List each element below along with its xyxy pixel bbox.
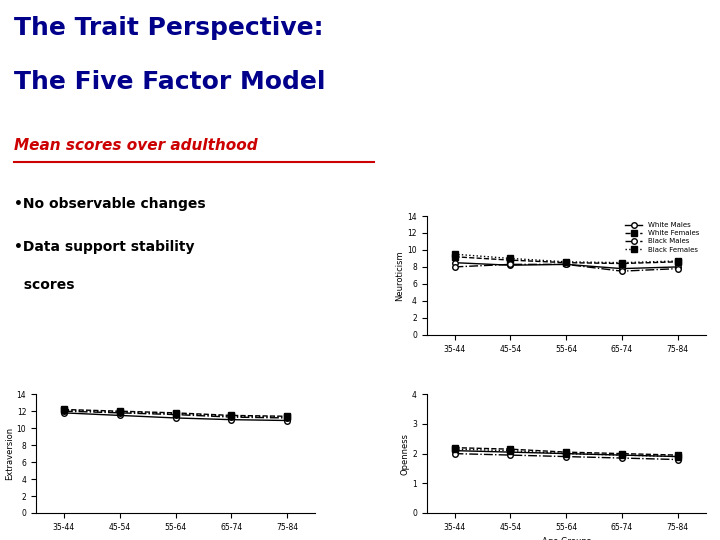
Line: Black Males: Black Males — [61, 408, 290, 421]
White Males — [283, 417, 292, 424]
White Males — [60, 410, 68, 416]
White Males — [673, 453, 682, 460]
White Females — [283, 413, 292, 420]
Y-axis label: Openness: Openness — [400, 433, 409, 475]
Black Males — [618, 455, 626, 461]
White Females — [115, 408, 124, 414]
White Males — [171, 415, 180, 421]
White Males — [562, 450, 570, 457]
Black Females — [171, 410, 180, 417]
White Males — [618, 265, 626, 272]
Black Females — [450, 446, 459, 453]
Y-axis label: Extraversion: Extraversion — [5, 427, 14, 480]
Line: Black Males: Black Males — [451, 451, 680, 462]
White Females — [562, 259, 570, 266]
White Females — [171, 410, 180, 416]
Black Females — [283, 414, 292, 420]
Black Males — [618, 268, 626, 274]
Black Females — [450, 251, 459, 258]
Black Females — [60, 407, 68, 414]
X-axis label: Age Groups: Age Groups — [541, 537, 590, 540]
Text: •No observable changes: •No observable changes — [14, 197, 206, 211]
Black Females — [618, 259, 626, 266]
Black Males — [506, 452, 515, 458]
White Females — [506, 446, 515, 453]
Line: White Males: White Males — [61, 410, 290, 423]
White Males — [450, 447, 459, 454]
White Males — [227, 416, 235, 423]
Black Females — [673, 258, 682, 264]
White Females — [562, 449, 570, 455]
Black Females — [506, 255, 515, 262]
White Males — [506, 262, 515, 268]
Text: Mean scores over adulthood: Mean scores over adulthood — [14, 138, 258, 153]
Line: White Females: White Females — [451, 445, 680, 458]
White Males — [618, 452, 626, 458]
Black Males — [506, 261, 515, 268]
Line: White Males: White Males — [451, 260, 680, 272]
Black Males — [673, 265, 682, 272]
Black Females — [562, 450, 570, 457]
White Females — [618, 450, 626, 457]
White Males — [450, 259, 459, 266]
Line: Black Females: Black Females — [61, 408, 290, 420]
Black Males — [450, 450, 459, 457]
Y-axis label: Neuroticism: Neuroticism — [395, 250, 405, 301]
Black Males — [60, 408, 68, 414]
Black Males — [673, 456, 682, 463]
White Females — [673, 452, 682, 458]
Line: White Females: White Females — [61, 407, 290, 419]
Black Males — [227, 414, 235, 420]
Black Males — [562, 261, 570, 268]
White Females — [618, 260, 626, 267]
White Females — [450, 444, 459, 451]
White Females — [506, 257, 515, 264]
White Females — [673, 259, 682, 265]
Black Males — [115, 410, 124, 416]
Black Males — [450, 264, 459, 270]
Black Females — [115, 409, 124, 415]
White Males — [673, 264, 682, 270]
Text: The Five Factor Model: The Five Factor Model — [14, 70, 326, 94]
Black Males — [562, 453, 570, 460]
White Males — [115, 412, 124, 418]
Black Males — [283, 415, 292, 421]
Line: White Males: White Males — [451, 448, 680, 460]
Line: Black Females: Black Females — [451, 447, 680, 460]
White Females — [450, 253, 459, 260]
White Females — [60, 406, 68, 413]
Black Females — [673, 453, 682, 460]
Black Females — [227, 413, 235, 420]
Legend: White Males, White Females, Black Males, Black Females: White Males, White Females, Black Males,… — [622, 219, 702, 255]
White Males — [506, 449, 515, 455]
Line: White Females: White Females — [451, 254, 680, 266]
White Females — [227, 412, 235, 418]
Line: Black Females: Black Females — [451, 252, 680, 266]
Black Males — [171, 411, 180, 418]
Line: Black Males: Black Males — [451, 261, 680, 274]
Text: •Data support stability: •Data support stability — [14, 240, 195, 254]
Black Females — [506, 447, 515, 454]
Text: scores: scores — [14, 278, 75, 292]
Black Females — [618, 452, 626, 458]
Black Females — [562, 259, 570, 265]
Text: The Trait Perspective:: The Trait Perspective: — [14, 16, 324, 40]
White Males — [562, 261, 570, 268]
